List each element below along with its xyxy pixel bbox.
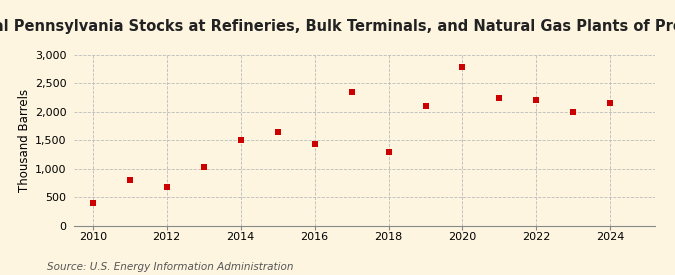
Point (531, 98, 542, 102)
Point (568, 110, 578, 114)
Point (605, 101, 616, 105)
Point (494, 96, 505, 100)
Point (124, 178, 135, 182)
Point (272, 130, 283, 134)
Point (383, 150, 394, 154)
Text: Annual Pennsylvania Stocks at Refineries, Bulk Terminals, and Natural Gas Plants: Annual Pennsylvania Stocks at Refineries… (0, 19, 675, 34)
Point (346, 90, 357, 94)
Point (420, 104, 431, 108)
Text: Source: U.S. Energy Information Administration: Source: U.S. Energy Information Administ… (47, 262, 294, 272)
Point (87, 200, 98, 205)
Y-axis label: Thousand Barrels: Thousand Barrels (18, 89, 31, 192)
Point (309, 141, 320, 146)
Point (161, 185, 172, 189)
Point (457, 65, 468, 69)
Point (235, 138, 246, 142)
Point (198, 165, 209, 169)
